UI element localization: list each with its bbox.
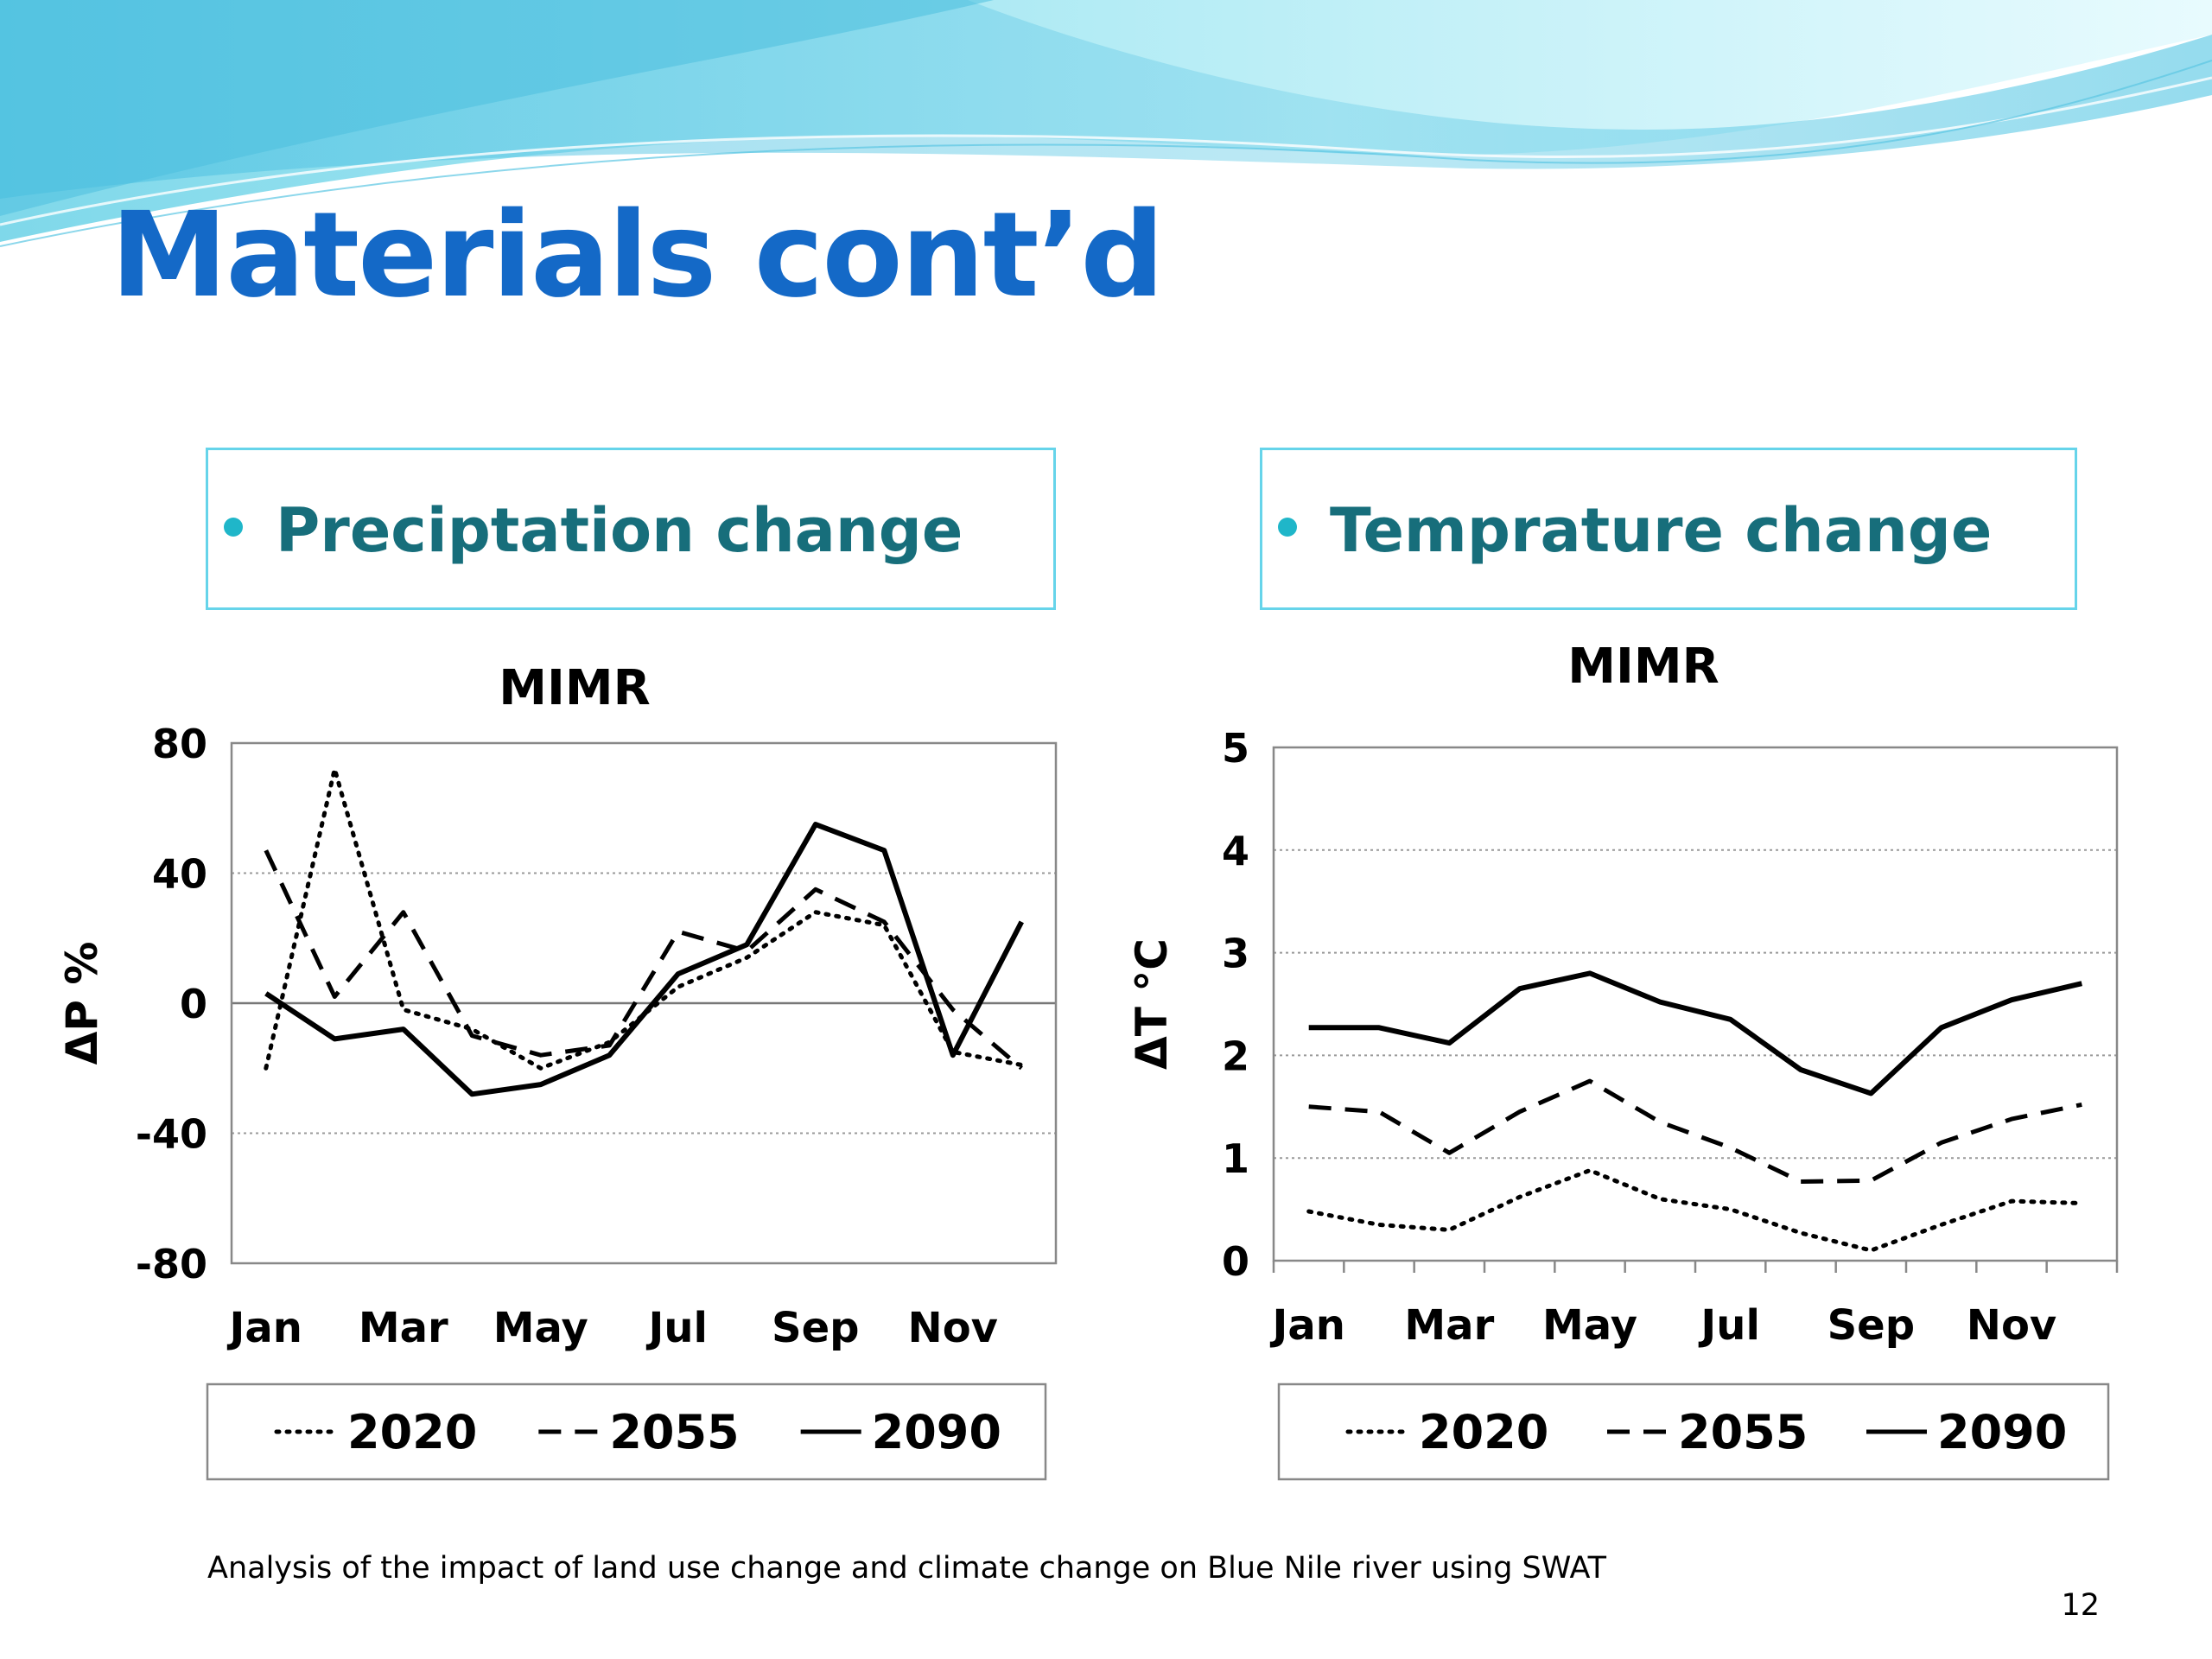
legend-box [206, 1382, 1047, 1481]
y-tick-label: 5 [1222, 725, 1249, 772]
legend-label: 2090 [1937, 1405, 2067, 1459]
x-tick-label: Nov [908, 1304, 998, 1352]
temperature-bullet-text: Temprature change [1330, 495, 1993, 566]
series-line-2020 [264, 766, 1024, 1071]
x-tick-label: Sep [1827, 1301, 1915, 1350]
y-tick-label: 2 [1222, 1033, 1249, 1079]
x-tick-label: Jul [646, 1304, 708, 1352]
precipitation-bullet-box: Preciptation change [206, 448, 1056, 610]
bullet-dot-icon [1278, 518, 1297, 537]
legend-label: 2020 [347, 1405, 477, 1459]
x-tick-label: Jan [227, 1304, 302, 1352]
x-tick-label: Jul [1698, 1301, 1759, 1350]
legend-label: 2090 [872, 1405, 1001, 1459]
chart-title: MIMR [1567, 639, 1719, 695]
y-tick-label: 0 [180, 981, 207, 1027]
x-tick-label: Jan [1269, 1301, 1344, 1350]
x-tick-label: Mar [1404, 1301, 1494, 1350]
legend-label: 2055 [1678, 1405, 1808, 1459]
legend-box [1277, 1382, 2110, 1481]
chart-title: MIMR [499, 660, 650, 716]
y-tick-label: -80 [136, 1241, 207, 1287]
series-line-2055 [1308, 1078, 2082, 1184]
y-tick-label: 80 [152, 721, 207, 767]
x-tick-label: Sep [772, 1304, 859, 1352]
y-tick-label: 3 [1222, 931, 1249, 977]
y-axis-label: ΔP % [57, 942, 107, 1065]
y-tick-label: 0 [1222, 1238, 1249, 1285]
legend-label: 2055 [609, 1405, 739, 1459]
precipitation-bullet-text: Preciptation change [276, 495, 963, 566]
y-axis-label: ΔT °C [1127, 938, 1177, 1070]
y-tick-label: 4 [1222, 828, 1249, 874]
series-line-2090 [264, 822, 1024, 1097]
x-tick-label: Mar [359, 1304, 448, 1352]
y-tick-label: -40 [136, 1111, 207, 1158]
x-tick-label: Nov [1967, 1301, 2056, 1350]
y-tick-label: 1 [1222, 1135, 1249, 1182]
x-tick-label: May [1542, 1301, 1637, 1350]
bullet-dot-icon [224, 518, 243, 537]
slide-title: Materials cont’d [111, 188, 1165, 324]
plot-area [1272, 746, 2119, 1262]
header-wave [0, 0, 2212, 247]
series-line-2020 [1306, 1168, 2084, 1253]
plot-area [230, 741, 1058, 1265]
page-number: 12 [2061, 1588, 2100, 1623]
series-line-2055 [264, 849, 1023, 1071]
x-tick-label: May [493, 1304, 588, 1352]
slide-caption: Analysis of the impact of land use chang… [207, 1551, 1607, 1586]
series-line-2090 [1308, 970, 2082, 1096]
temperature-bullet-box: Temprature change [1260, 448, 2077, 610]
legend-label: 2020 [1419, 1405, 1548, 1459]
y-tick-label: 40 [152, 851, 207, 898]
